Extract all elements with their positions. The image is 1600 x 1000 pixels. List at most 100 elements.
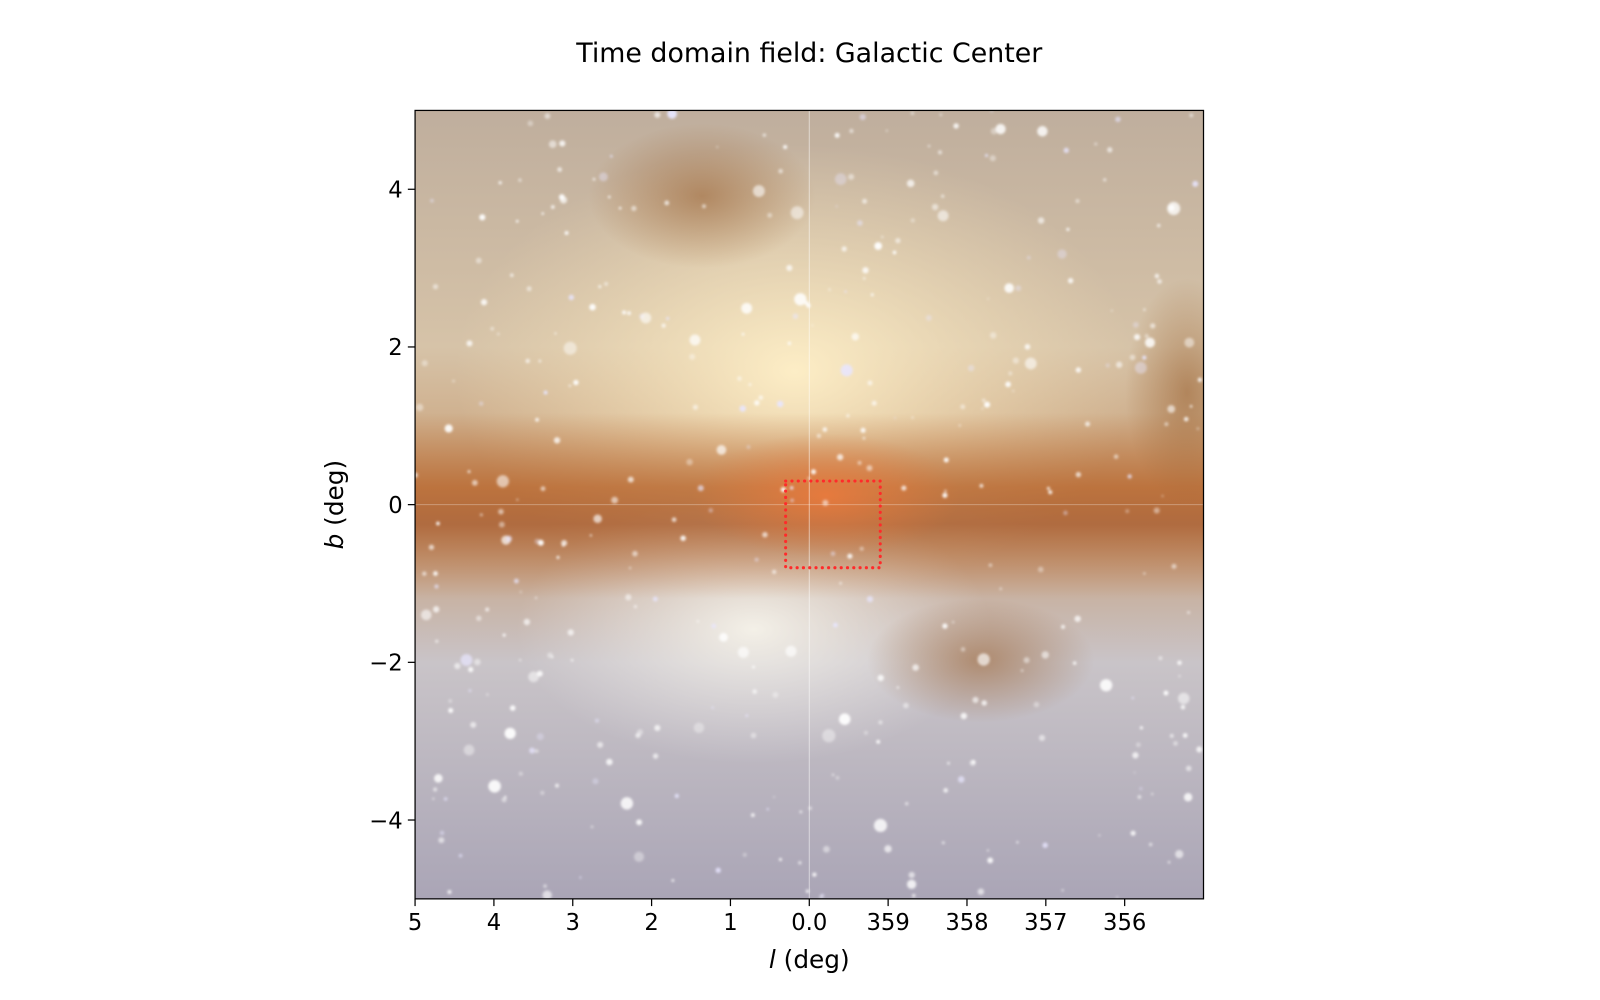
star xyxy=(702,204,706,209)
star xyxy=(971,760,976,764)
star xyxy=(1178,675,1181,678)
star xyxy=(434,584,439,589)
star xyxy=(1116,361,1123,368)
star xyxy=(947,761,950,765)
star xyxy=(452,379,455,383)
star xyxy=(415,472,418,478)
star xyxy=(538,359,542,363)
star xyxy=(987,857,994,864)
star xyxy=(750,732,757,739)
star xyxy=(468,666,474,673)
star xyxy=(982,398,986,403)
star xyxy=(622,310,627,315)
star xyxy=(509,705,516,711)
star xyxy=(840,364,853,377)
star xyxy=(789,486,794,490)
star xyxy=(862,267,869,274)
star xyxy=(849,128,854,134)
x-tick-label: 5 xyxy=(408,910,422,936)
star xyxy=(1197,377,1203,383)
star xyxy=(1144,337,1155,348)
star xyxy=(1072,661,1077,665)
star xyxy=(1175,850,1184,859)
star xyxy=(1180,705,1186,710)
star xyxy=(1094,142,1098,146)
star xyxy=(610,154,613,158)
star xyxy=(1125,509,1130,514)
star xyxy=(543,884,547,888)
star xyxy=(563,341,577,355)
star xyxy=(435,639,439,643)
star xyxy=(518,771,523,776)
star xyxy=(654,724,661,732)
star xyxy=(439,830,445,836)
star xyxy=(1133,771,1136,774)
star xyxy=(1026,255,1031,260)
star xyxy=(416,403,424,412)
star xyxy=(1154,273,1160,279)
y-tick-label: 2 xyxy=(388,335,402,361)
star xyxy=(905,801,909,806)
star xyxy=(1041,651,1049,659)
star xyxy=(941,841,945,845)
star xyxy=(906,179,915,188)
star xyxy=(1012,357,1019,364)
star xyxy=(831,773,835,777)
star xyxy=(752,185,765,198)
star xyxy=(480,299,488,306)
star xyxy=(857,220,863,226)
star xyxy=(810,469,817,475)
star xyxy=(509,273,514,278)
chart-title: Time domain field: Galactic Center xyxy=(575,38,1043,69)
star xyxy=(1178,692,1190,705)
star xyxy=(628,566,632,570)
star xyxy=(979,483,984,488)
star xyxy=(420,609,432,621)
star xyxy=(742,852,747,857)
star xyxy=(716,145,719,149)
star xyxy=(589,534,592,537)
star xyxy=(1023,657,1030,664)
star xyxy=(606,758,613,766)
star xyxy=(937,150,943,155)
star xyxy=(1150,323,1156,329)
core-glow xyxy=(691,433,960,558)
star xyxy=(951,620,955,624)
x-tick-label: 4 xyxy=(487,910,501,936)
star xyxy=(1075,471,1082,478)
star xyxy=(881,235,884,239)
star xyxy=(696,620,700,623)
star xyxy=(847,553,853,559)
star xyxy=(432,797,435,800)
star xyxy=(939,113,943,117)
star xyxy=(835,205,838,208)
star xyxy=(557,167,563,172)
star xyxy=(741,302,753,314)
star xyxy=(536,670,543,677)
star xyxy=(1143,572,1146,575)
star xyxy=(794,293,807,306)
star xyxy=(443,797,448,801)
star xyxy=(666,316,670,321)
star xyxy=(1157,279,1162,284)
star xyxy=(607,195,611,199)
star xyxy=(680,535,686,541)
star xyxy=(1012,389,1015,393)
star xyxy=(579,876,582,879)
star xyxy=(636,819,643,826)
star xyxy=(671,517,677,522)
star xyxy=(1167,405,1176,413)
star xyxy=(627,476,634,483)
y-label-unit: (deg) xyxy=(320,460,349,526)
star xyxy=(737,646,749,658)
star xyxy=(984,401,991,408)
star xyxy=(711,706,714,709)
star xyxy=(633,851,645,862)
star xyxy=(1132,321,1139,328)
star xyxy=(859,113,866,121)
star xyxy=(1004,283,1014,293)
star xyxy=(927,144,931,148)
star xyxy=(822,499,829,506)
star xyxy=(1139,726,1143,730)
star xyxy=(519,590,522,594)
